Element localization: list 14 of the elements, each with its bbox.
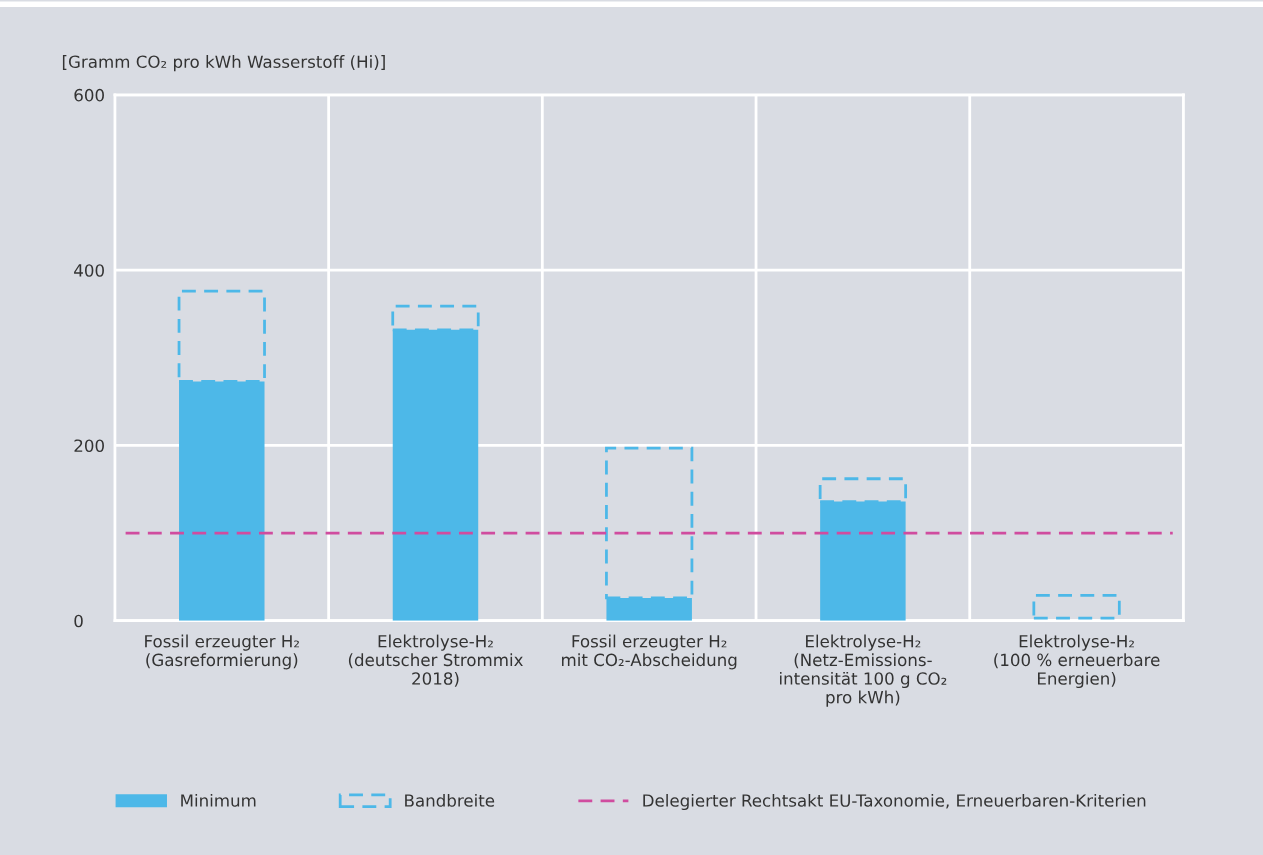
- x-tick-label: Elektrolyse-H₂ (Netz-Emissions- intensität 100 g CO₂ pro kWh): [780, 634, 947, 707]
- x-tick-label: Fossil erzeugter H₂ (Gasreformierung): [145, 634, 299, 670]
- bar: [1032, 593, 1121, 620]
- x-tick-label: Fossil erzeugter H₂ mit CO₂-Abscheidung: [562, 634, 737, 670]
- legend-label: Bandbreite: [405, 793, 495, 807]
- y-tick-label: 200: [74, 439, 104, 453]
- x-tick-label: Elektrolyse-H₂ (100 % erneuerbare Energien): [994, 634, 1160, 689]
- x-tick-label: Elektrolyse-H₂ (deutscher Strommix 2018): [348, 634, 523, 687]
- legend-label: Delegierter Rechtsakt EU-Taxonomie, Erneuerbaren-Kriterien: [643, 793, 1146, 811]
- y-tick-label: 600: [74, 88, 104, 102]
- y-tick-label: 400: [74, 264, 104, 277]
- y-tick-label: 0: [74, 614, 83, 628]
- y-axis-title: [Gramm CO₂ pro kWh Wasserstoff (Hi)]: [62, 55, 385, 72]
- legend-label: Minimum: [181, 793, 256, 807]
